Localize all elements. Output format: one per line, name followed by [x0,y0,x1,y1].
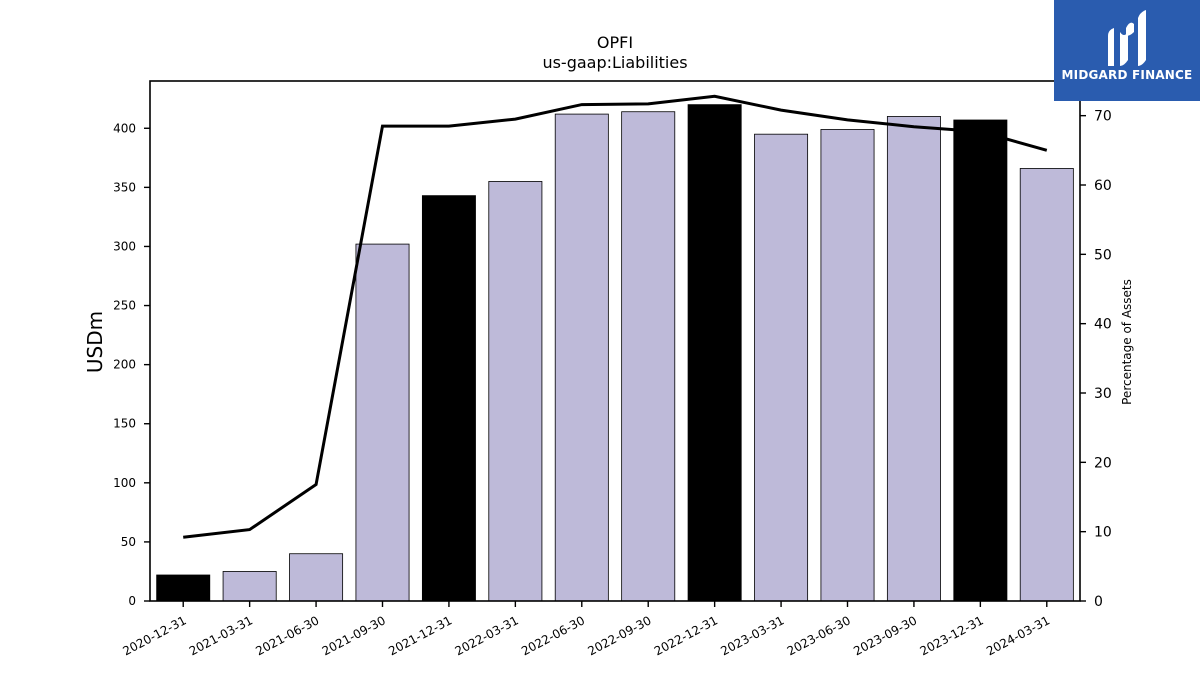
bar [554,113,609,602]
y2-tick-label: 10 [1094,525,1112,541]
x-tick-label: 2022-12-31 [652,613,720,658]
bar [820,129,875,602]
bar [421,195,476,602]
bar [488,181,543,602]
bar [621,111,676,602]
x-tick-label: 2023-09-30 [851,613,919,658]
bar [222,571,277,602]
y-tick-label: 400 [113,121,136,135]
x-tick-label: 2023-12-31 [918,613,986,658]
y2-tick-label: 50 [1094,247,1112,263]
bar [355,243,410,602]
bar [156,574,211,602]
line-layer [183,94,1048,539]
chart-title: OPFI [597,33,633,52]
bar [953,119,1008,602]
chart-subtitle: us-gaap:Liabilities [542,53,687,72]
brand-logo: MIDGARD FINANCE [1054,0,1200,101]
y2-tick-label: 60 [1094,178,1112,194]
y-tick-label: 150 [113,417,136,431]
y2-tick-label: 0 [1094,594,1103,610]
x-tick-label: 2024-03-31 [984,613,1052,658]
y-tick-label: 300 [113,239,136,253]
logo-text: MIDGARD FINANCE [1061,68,1193,82]
y2-tick-label: 70 [1094,109,1112,125]
bars-group [156,104,1074,602]
x-tick-label: 2021-06-30 [253,613,321,658]
x-tick-label: 2022-06-30 [519,613,587,658]
bar [687,104,742,602]
y-tick-label: 250 [113,299,136,313]
bar [289,553,344,602]
y2-tick-label: 20 [1094,455,1112,471]
plot-frame [149,80,1081,602]
y2-tick-label: 30 [1094,386,1112,402]
x-tick-label: 2021-09-30 [320,613,388,658]
bar [754,133,809,602]
logo-mark-icon [1108,10,1146,66]
x-tick-label: 2021-12-31 [386,613,454,658]
y-tick-label: 0 [128,594,136,608]
y-tick-label: 100 [113,476,136,490]
x-tick-label: 2022-09-30 [585,613,653,658]
bar [886,116,941,602]
bar [1019,168,1074,602]
y2-axis-label: Percentage of Assets [1120,279,1134,405]
x-tick-label: 2021-03-31 [187,613,255,658]
percentage-line [183,94,1048,539]
x-tick-label: 2022-03-31 [453,613,521,658]
y-tick-label: 50 [121,535,136,549]
y2-tick-label: 40 [1094,317,1112,333]
x-tick-label: 2023-06-30 [785,613,853,658]
x-tick-label: 2023-03-31 [718,613,786,658]
x-tick-label: 2020-12-31 [120,613,188,658]
y-tick-label: 350 [113,180,136,194]
y-axis-label: USDm [83,311,107,373]
y-tick-label: 200 [113,358,136,372]
